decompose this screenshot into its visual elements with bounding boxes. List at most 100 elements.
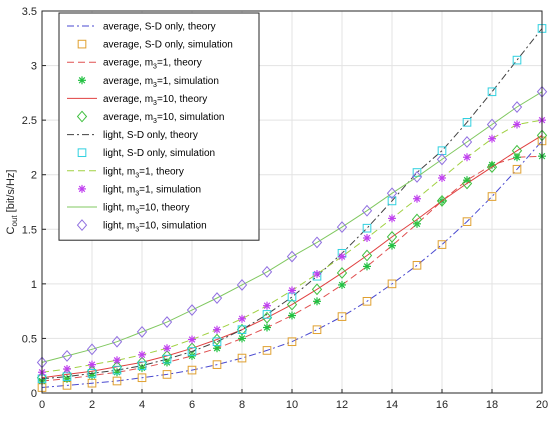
series-layer	[36, 24, 548, 392]
data-point-avg-sd-sim	[387, 279, 397, 289]
tick-label-x: 0	[39, 399, 45, 411]
data-point-light-sd-sim	[237, 325, 247, 335]
data-point-light-sd-sim	[262, 310, 272, 319]
legend-marker-swatch	[77, 39, 87, 49]
data-point-avg-m1-sim	[513, 153, 521, 162]
series-line-light-m10-theory	[41, 91, 543, 363]
data-point-avg-m10-sim	[386, 230, 398, 243]
data-point-avg-m10-sim	[161, 349, 173, 362]
series-line-avg-m10-theory	[41, 134, 543, 379]
data-point-light-sd-sim	[387, 196, 397, 206]
tick-label-y: 1	[31, 279, 37, 291]
axis-ticks: 0 2 4 6 8 10 12 14 16 18 20 0 0.5 1 1.5 2 2.5 3 3.5	[22, 6, 548, 411]
data-point-light-m1-sim	[213, 325, 221, 334]
legend-label: light, m3=10, simulation	[103, 221, 207, 234]
data-point-light-m1-sim	[338, 252, 346, 261]
legend-marker-swatch	[76, 110, 88, 123]
tick-label-y: 1.5	[22, 224, 37, 236]
star-stroke	[463, 176, 471, 184]
star-stroke	[313, 298, 321, 305]
star-stroke	[238, 315, 246, 323]
star-stroke	[78, 185, 86, 193]
data-point-light-m10-sim	[311, 236, 323, 249]
data-point-avg-m10-sim	[486, 161, 498, 174]
star-stroke	[288, 312, 296, 319]
star-stroke	[488, 161, 496, 169]
legend-entry-avg-m10-sim: average, m3=10, simulation	[76, 110, 224, 125]
star-stroke	[313, 270, 321, 278]
star-stroke	[188, 336, 196, 343]
data-point-avg-sd-sim	[287, 337, 297, 347]
data-point-light-m10-sim	[61, 349, 73, 362]
data-point-avg-m1-sim	[313, 297, 321, 306]
star-stroke	[338, 253, 346, 260]
star-stroke	[163, 344, 171, 352]
legend-label: light, S-D only, simulation	[103, 148, 215, 159]
data-point-light-m10-sim	[161, 316, 173, 328]
data-point-avg-m10-sim	[436, 194, 448, 207]
data-point-avg-m10-sim	[111, 360, 123, 373]
data-point-light-m1-sim	[63, 364, 71, 373]
legend-entry-light-sd-sim: light, S-D only, simulation	[77, 148, 215, 159]
tick-label-y: 0.5	[22, 333, 37, 345]
data-point-light-m10-sim	[411, 170, 423, 183]
legend-marker-swatch	[76, 219, 88, 232]
data-point-light-m10-sim	[461, 136, 473, 148]
data-point-light-m1-sim	[238, 314, 246, 323]
data-point-avg-sd-sim	[462, 217, 472, 226]
star-stroke	[213, 344, 221, 352]
data-point-light-sd-sim	[212, 337, 222, 347]
data-point-avg-sd-sim	[137, 373, 147, 383]
data-point-avg-sd-sim	[262, 346, 272, 355]
data-point-avg-sd-sim	[162, 370, 172, 379]
tick-label-x: 6	[189, 399, 195, 411]
star-stroke	[388, 242, 396, 249]
data-point-light-m1-sim	[263, 301, 271, 310]
series-line-avg-m1-theory	[41, 155, 543, 382]
legend-marker-swatch	[77, 148, 87, 158]
star-stroke	[363, 234, 371, 242]
data-point-avg-m1-sim	[238, 334, 246, 343]
legend-label: average, m3=1, simulation	[103, 76, 219, 89]
data-point-avg-sd-sim	[362, 296, 372, 306]
tick-label-x: 12	[336, 399, 348, 411]
data-point-avg-sd-sim	[337, 312, 347, 321]
legend-marker-swatch	[78, 76, 86, 85]
data-point-light-m1-sim	[88, 360, 96, 369]
data-point-avg-m10-sim	[511, 144, 523, 157]
y-axis-label-unit: [bit/s/Hz]	[5, 170, 17, 216]
data-point-light-m1-sim	[488, 134, 496, 143]
legend-entry-light-m1-sim: light, m3=1, simulation	[78, 184, 201, 197]
data-point-light-sd-sim	[87, 369, 97, 378]
tick-label-x: 2	[89, 399, 95, 411]
data-point-light-m10-sim	[386, 187, 398, 200]
star-stroke	[438, 174, 446, 182]
data-point-light-m10-sim	[361, 204, 373, 217]
data-point-light-m10-sim	[136, 325, 148, 338]
legend-entry-avg-m10-theory: average, m3=10, theory	[67, 94, 207, 107]
data-point-light-m10-sim	[186, 304, 198, 316]
tick-label-x: 16	[436, 399, 448, 411]
data-point-light-sd-sim	[362, 223, 372, 233]
data-point-avg-sd-sim	[237, 353, 247, 363]
data-point-light-sd-sim	[462, 118, 472, 127]
data-point-light-m1-sim	[413, 194, 421, 203]
data-point-avg-m1-sim	[338, 280, 346, 289]
star-stroke	[188, 352, 196, 360]
series-line-avg-sd-theory	[41, 140, 543, 388]
data-point-light-m10-sim	[436, 153, 448, 166]
data-point-light-m10-sim	[336, 221, 348, 234]
data-point-avg-sd-sim	[112, 376, 122, 386]
star-stroke	[138, 351, 146, 359]
tick-label-y: 2	[31, 170, 37, 182]
legend-entry-avg-m1-theory: average, m3=1, theory	[67, 58, 202, 71]
series-avg-m1-theory	[41, 155, 543, 382]
legend: average, S-D only, theory average, S-D on…	[58, 12, 260, 241]
star-stroke	[263, 302, 271, 309]
star-stroke	[338, 281, 346, 289]
data-point-avg-m1-sim	[288, 311, 296, 320]
y-axis-label-sub: out	[10, 215, 19, 227]
data-point-avg-m10-sim	[361, 249, 373, 262]
series-light-m10-theory	[41, 91, 543, 363]
